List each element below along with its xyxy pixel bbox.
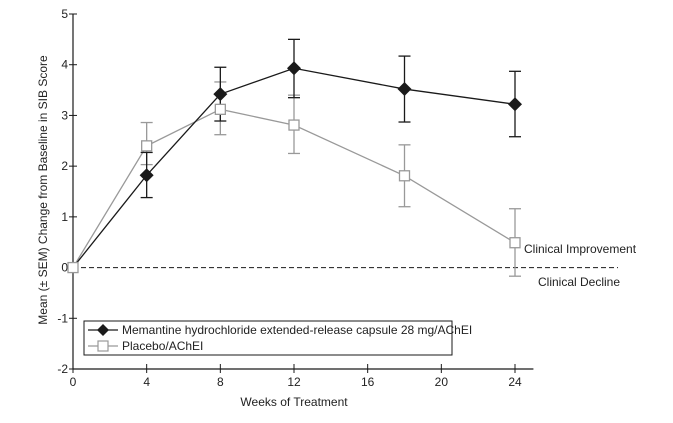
legend-item-placebo: Placebo/AChEI	[88, 339, 203, 353]
y-tick-label: 2	[61, 159, 68, 173]
data-point-memantine	[213, 87, 228, 102]
series-line-placebo	[72, 108, 516, 268]
y-tick-label: 3	[61, 108, 68, 122]
x-tick-label: 4	[143, 375, 150, 389]
data-point-memantine	[397, 82, 412, 97]
y-tick-label: 1	[61, 210, 68, 224]
series-line-memantine	[72, 67, 516, 268]
x-tick-label: 8	[217, 375, 224, 389]
data-point-placebo	[398, 170, 411, 182]
data-point-memantine	[508, 97, 522, 112]
data-point-placebo	[288, 119, 300, 131]
data-point-placebo	[214, 103, 226, 115]
x-tick-label: 24	[508, 375, 522, 389]
data-point-placebo	[141, 140, 153, 152]
x-tick-label: 16	[361, 375, 375, 389]
y-tick-label: 4	[61, 58, 68, 72]
annotation-clinical-improvement: Clinical Improvement	[524, 242, 637, 256]
x-tick-label: 12	[287, 375, 301, 389]
data-point-memantine	[139, 168, 154, 183]
legend-label-memantine: Memantine hydrochloride extended-release…	[122, 323, 472, 337]
y-tick-label: 5	[61, 7, 68, 21]
y-tick-label: -1	[57, 311, 68, 325]
data-point-placebo	[67, 261, 79, 274]
y-axis-label: Mean (± SEM) Change from Baseline in SIB…	[36, 55, 50, 325]
data-point-memantine	[287, 61, 301, 76]
filled-diamond-icon	[97, 324, 109, 336]
x-tick-label: 0	[70, 375, 77, 389]
legend-label-placebo: Placebo/AChEI	[122, 339, 203, 353]
legend-box	[83, 320, 453, 356]
markers	[67, 61, 522, 274]
legend-item-memantine: Memantine hydrochloride extended-release…	[88, 323, 472, 337]
annotation-clinical-decline: Clinical Decline	[538, 275, 620, 289]
series-lines	[72, 67, 516, 268]
x-axis-label: Weeks of Treatment	[240, 395, 348, 409]
y-tick-label: 0	[61, 261, 68, 275]
data-point-placebo	[509, 237, 521, 249]
open-square-icon	[97, 340, 109, 352]
y-tick-label: -2	[57, 362, 68, 376]
x-tick-label: 20	[435, 375, 449, 389]
legend: Memantine hydrochloride extended-release…	[83, 320, 472, 356]
